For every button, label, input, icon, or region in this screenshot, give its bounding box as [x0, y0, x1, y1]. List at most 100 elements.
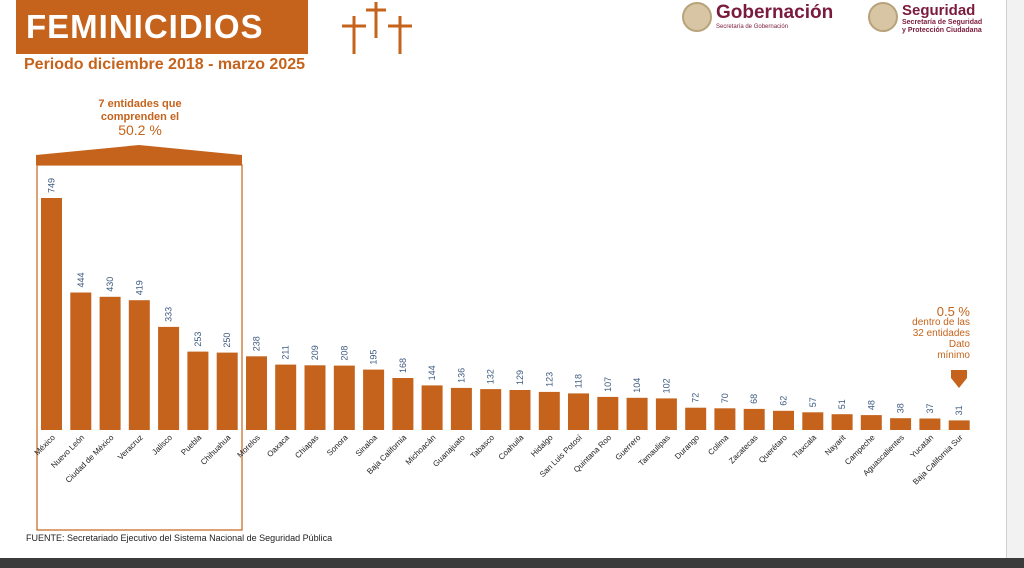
category-label: Tamaulipas — [637, 433, 672, 468]
bar-7 — [246, 356, 267, 430]
bar-12 — [392, 378, 414, 430]
bar-16 — [509, 390, 531, 430]
gobernacion-logo-sub: Secretaría de Gobernación — [716, 24, 789, 30]
annotation-line: dentro de las — [912, 317, 970, 328]
bar-26 — [802, 412, 824, 430]
bar-6 — [216, 352, 238, 430]
annotation-line: 32 entidades — [912, 328, 970, 339]
annotation-line: Dato — [948, 339, 970, 350]
gobernacion-logo-name: Gobernación — [716, 2, 834, 23]
value-label: 430 — [105, 277, 115, 292]
seguridad-logo: Seguridad Secretaría de Seguridad y Prot… — [868, 2, 982, 35]
source-note: FUENTE: Secretariado Ejecutivo del Siste… — [26, 533, 333, 543]
value-label: 144 — [427, 365, 437, 380]
bar-19 — [597, 396, 619, 430]
category-label: Chihuahua — [199, 433, 233, 467]
value-label: 136 — [456, 368, 466, 383]
category-label: Guanajuato — [431, 433, 467, 469]
seguridad-logo-sub2: y Protección Ciudadana — [902, 27, 982, 34]
value-label: 444 — [76, 272, 86, 287]
bottom-bar — [0, 558, 1024, 568]
value-label: 168 — [398, 358, 408, 373]
top-entities-annotation: 7 entidades que comprenden el 50.2 % — [72, 98, 208, 137]
category-label: Chiapas — [293, 433, 320, 460]
bar-11 — [363, 369, 385, 430]
value-label: 107 — [603, 377, 613, 392]
value-label: 72 — [691, 393, 701, 403]
bar-25 — [773, 410, 794, 430]
category-label: Tlaxcala — [791, 433, 819, 461]
scrollbar-edge — [1006, 0, 1024, 568]
value-label: 195 — [369, 350, 379, 365]
value-label: 62 — [779, 396, 789, 406]
value-label: 209 — [310, 345, 320, 360]
category-label: Yucatán — [908, 433, 935, 460]
bar-2 — [99, 296, 121, 430]
bar-20 — [626, 397, 648, 430]
bar-14 — [450, 387, 472, 430]
annotation-percent: 0.5 % — [936, 304, 970, 319]
page-subtitle: Periodo diciembre 2018 - marzo 2025 — [24, 56, 306, 73]
category-label: Baja California Sur — [911, 433, 965, 487]
bar-23 — [714, 408, 736, 430]
value-label: 68 — [749, 394, 759, 404]
value-label: 38 — [896, 403, 906, 413]
category-label: Hidalgo — [529, 433, 555, 459]
bar-3 — [128, 300, 150, 430]
bar-31 — [948, 420, 970, 430]
value-label: 132 — [486, 369, 496, 384]
bar-10 — [333, 365, 355, 430]
bar-30 — [919, 418, 941, 430]
seguridad-logo-sub1: Secretaría de Seguridad — [902, 19, 983, 26]
annotation-line: comprenden el — [100, 111, 180, 123]
category-label: Nayarit — [823, 433, 848, 458]
annotation-line: 7 entidades que — [98, 98, 182, 110]
category-label: Coahuila — [497, 433, 526, 462]
value-label: 118 — [574, 374, 584, 388]
annotation-line: mínimo — [937, 350, 970, 361]
bar-0 — [41, 198, 62, 430]
gobernacion-logo: Gobernación Secretaría de Gobernación — [682, 2, 833, 32]
bar-8 — [275, 364, 297, 430]
national-seal-icon — [868, 2, 898, 32]
category-label: Sonora — [325, 433, 350, 458]
value-label: 129 — [515, 370, 525, 385]
value-label: 102 — [661, 378, 671, 393]
bar-24 — [743, 408, 765, 430]
value-label: 51 — [837, 399, 847, 409]
value-label: 250 — [222, 333, 232, 348]
minimum-annotation: 0.5 % dentro de las 32 entidades Dato mí… — [878, 304, 970, 361]
value-label: 419 — [134, 280, 144, 295]
bar-18 — [568, 393, 589, 430]
bar-15 — [480, 389, 502, 430]
bar-5 — [187, 351, 209, 430]
national-seal-icon — [682, 2, 712, 32]
category-label: Guerrero — [614, 433, 643, 462]
bar-1 — [70, 292, 92, 430]
value-label: 37 — [925, 403, 935, 413]
category-label: Oaxaca — [265, 433, 291, 459]
bar-22 — [685, 407, 707, 430]
category-label: México — [33, 433, 58, 458]
value-label: 211 — [281, 345, 291, 359]
category-label: Morelos — [235, 433, 261, 459]
bar-17 — [538, 391, 560, 430]
category-label: Puebla — [179, 433, 203, 457]
category-label: Durango — [673, 433, 701, 461]
bar-13 — [421, 385, 443, 430]
seguridad-logo-name: Seguridad — [902, 2, 976, 19]
category-label: Veracruz — [116, 433, 145, 462]
value-label: 57 — [808, 397, 818, 407]
value-label: 749 — [47, 178, 57, 193]
category-label: Colima — [706, 433, 730, 457]
page-title: FEMINICIDIOS — [16, 0, 308, 54]
bar-9 — [304, 365, 326, 430]
bar-27 — [831, 414, 853, 430]
bar-28 — [860, 415, 882, 430]
bracket-arrow — [36, 145, 242, 165]
bar-21 — [655, 398, 677, 430]
value-label: 48 — [866, 400, 876, 410]
minimum-marker — [951, 370, 967, 388]
value-label: 253 — [193, 332, 203, 347]
